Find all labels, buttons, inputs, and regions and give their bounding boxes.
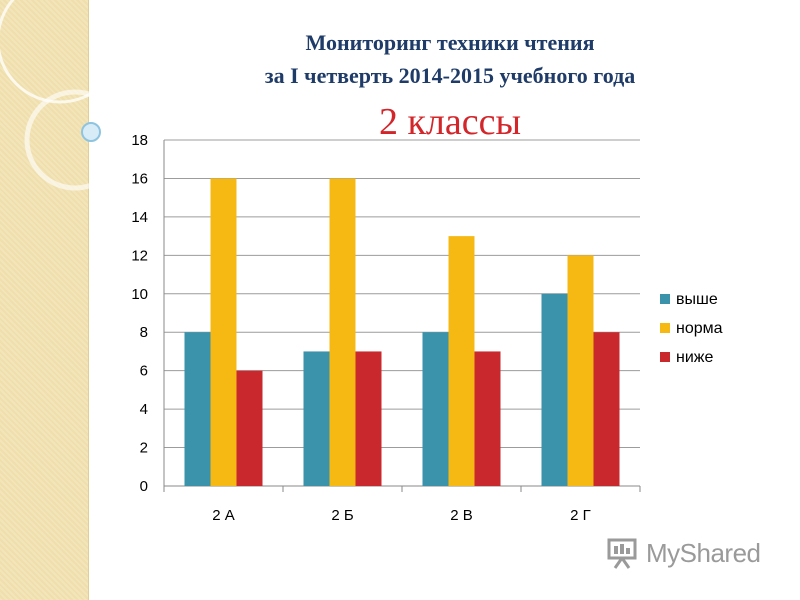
x-tick-label: 2 А <box>212 507 235 524</box>
bar-выше <box>303 351 330 486</box>
y-tick-label: 8 <box>140 324 148 341</box>
bars <box>184 178 620 486</box>
legend: выше норма ниже <box>660 291 723 366</box>
x-tick-label: 2 Г <box>570 507 591 524</box>
legend-swatch-ниже <box>660 352 670 362</box>
bar-выше <box>422 332 449 486</box>
y-tick-label: 12 <box>131 247 148 264</box>
y-tick-labels: 0 2 4 6 8 10 12 14 16 18 <box>131 132 148 495</box>
y-tick-label: 0 <box>140 478 148 495</box>
x-tick-labels: 2 А 2 Б 2 В 2 Г <box>212 507 591 524</box>
myshared-logo: MyShared <box>606 535 761 571</box>
logo-text: MyShared <box>646 537 761 568</box>
chart-title-line2: за I четверть 2014-2015 учебного года <box>264 63 636 88</box>
legend-label: выше <box>676 291 718 308</box>
y-tick-label: 14 <box>131 209 148 226</box>
bar-норма <box>567 255 594 486</box>
bar-выше <box>184 332 211 486</box>
bar-ниже <box>593 332 620 486</box>
bar-норма <box>210 178 237 486</box>
bar-ниже <box>236 370 263 486</box>
bar-норма <box>329 178 356 486</box>
x-tick-label: 2 В <box>450 507 473 524</box>
legend-swatch-норма <box>660 323 670 333</box>
chart-subtitle: 2 классы <box>378 101 522 143</box>
bar-ниже <box>474 351 501 486</box>
bar-ниже <box>355 351 382 486</box>
legend-swatch-выше <box>660 294 670 304</box>
y-tick-label: 2 <box>140 440 148 457</box>
y-tick-label: 4 <box>140 401 148 418</box>
y-tick-label: 16 <box>131 170 148 187</box>
y-tick-label: 10 <box>131 286 148 303</box>
legend-label: норма <box>676 320 723 337</box>
y-tick-label: 18 <box>131 132 148 149</box>
bar-выше <box>541 293 568 486</box>
y-tick-label: 6 <box>140 363 148 380</box>
x-tick-label: 2 Б <box>331 507 354 524</box>
chart-title-line1: Мониторинг техники чтения <box>305 30 595 55</box>
presentation-board-icon <box>607 538 637 569</box>
bar-норма <box>448 236 475 486</box>
legend-label: ниже <box>676 349 713 366</box>
